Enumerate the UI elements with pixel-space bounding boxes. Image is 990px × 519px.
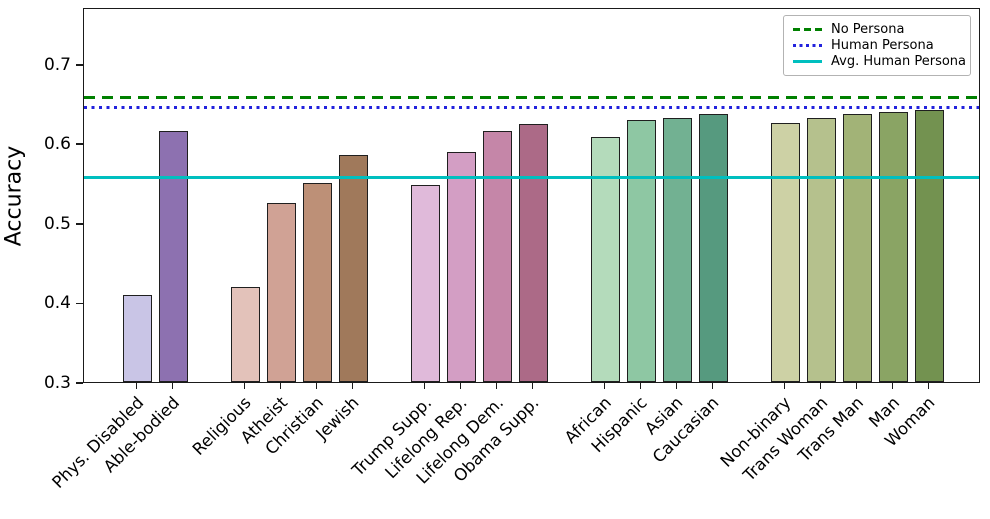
- bar-trump-supp: [411, 184, 440, 382]
- x-axis-tick: [711, 383, 714, 389]
- legend-line-sample-dashed: [793, 28, 822, 31]
- x-axis-tick: [531, 383, 534, 389]
- x-axis-tick: [171, 383, 174, 389]
- x-axis-tick: [459, 383, 462, 389]
- bar-religious: [231, 286, 260, 382]
- x-axis-tick: [495, 383, 498, 389]
- bar-atheist: [267, 203, 296, 382]
- y-axis-tick: [76, 302, 83, 305]
- y-axis-tick: [76, 143, 83, 146]
- x-axis-tick: [639, 383, 642, 389]
- y-tick-label: 0.7: [43, 54, 71, 75]
- y-axis-tick: [76, 223, 83, 225]
- x-axis-tick: [279, 383, 282, 389]
- y-tick-label: 0.6: [43, 134, 71, 155]
- y-axis-tick: [76, 382, 83, 384]
- bar-woman: [915, 110, 944, 382]
- bar-obama-supp: [519, 123, 548, 382]
- bar-trans-woman: [807, 117, 836, 382]
- x-axis-tick: [783, 383, 786, 389]
- bar-lifelong-dem: [483, 131, 512, 382]
- y-axis-label: Accuracy: [1, 145, 27, 247]
- legend-line-sample-solid: [793, 60, 822, 63]
- legend-entry-no-persona: No Persona: [793, 22, 961, 37]
- x-axis-tick: [315, 383, 318, 389]
- bar-jewish: [339, 154, 368, 382]
- bar-non-binary: [771, 122, 800, 382]
- x-axis-tick: [891, 383, 894, 389]
- legend-label: Human Persona: [831, 38, 934, 53]
- x-axis-tick: [135, 383, 138, 389]
- x-axis-tick: [819, 383, 822, 389]
- y-tick-label: 0.5: [43, 213, 71, 234]
- x-axis-tick: [243, 383, 246, 389]
- legend-line-sample-dotted: [793, 44, 822, 47]
- x-axis-tick: [351, 383, 354, 389]
- bar-hispanic: [627, 119, 656, 382]
- ref-line-no-persona: [84, 96, 979, 99]
- x-axis-tick: [927, 383, 930, 389]
- x-axis-tick: [423, 383, 426, 389]
- x-axis-tick: [603, 383, 606, 389]
- legend-entry-avg-human-persona: Avg. Human Persona: [793, 54, 966, 69]
- bar-phys-disabled: [123, 294, 152, 382]
- bar-christian: [303, 183, 332, 382]
- bar-asian: [663, 117, 692, 382]
- bar-caucasian: [699, 113, 728, 382]
- bar-african: [591, 137, 620, 382]
- x-axis-tick: [675, 383, 678, 389]
- legend-label: No Persona: [831, 22, 905, 37]
- bar-lifelong-rep: [447, 152, 476, 382]
- legend: No Persona Human Persona Avg. Human Person…: [783, 15, 971, 76]
- legend-entry-human-persona: Human Persona: [793, 38, 961, 53]
- y-tick-label: 0.4: [43, 293, 71, 314]
- legend-label: Avg. Human Persona: [831, 54, 967, 69]
- y-axis-tick: [76, 63, 83, 66]
- ref-line-avg-human-persona: [84, 175, 979, 179]
- x-axis-tick: [855, 383, 858, 389]
- bar-able-bodied: [159, 131, 188, 382]
- bar-trans-man: [843, 113, 872, 382]
- ref-line-human-persona: [84, 105, 979, 109]
- y-tick-label: 0.3: [43, 373, 71, 393]
- bar-man: [879, 111, 908, 382]
